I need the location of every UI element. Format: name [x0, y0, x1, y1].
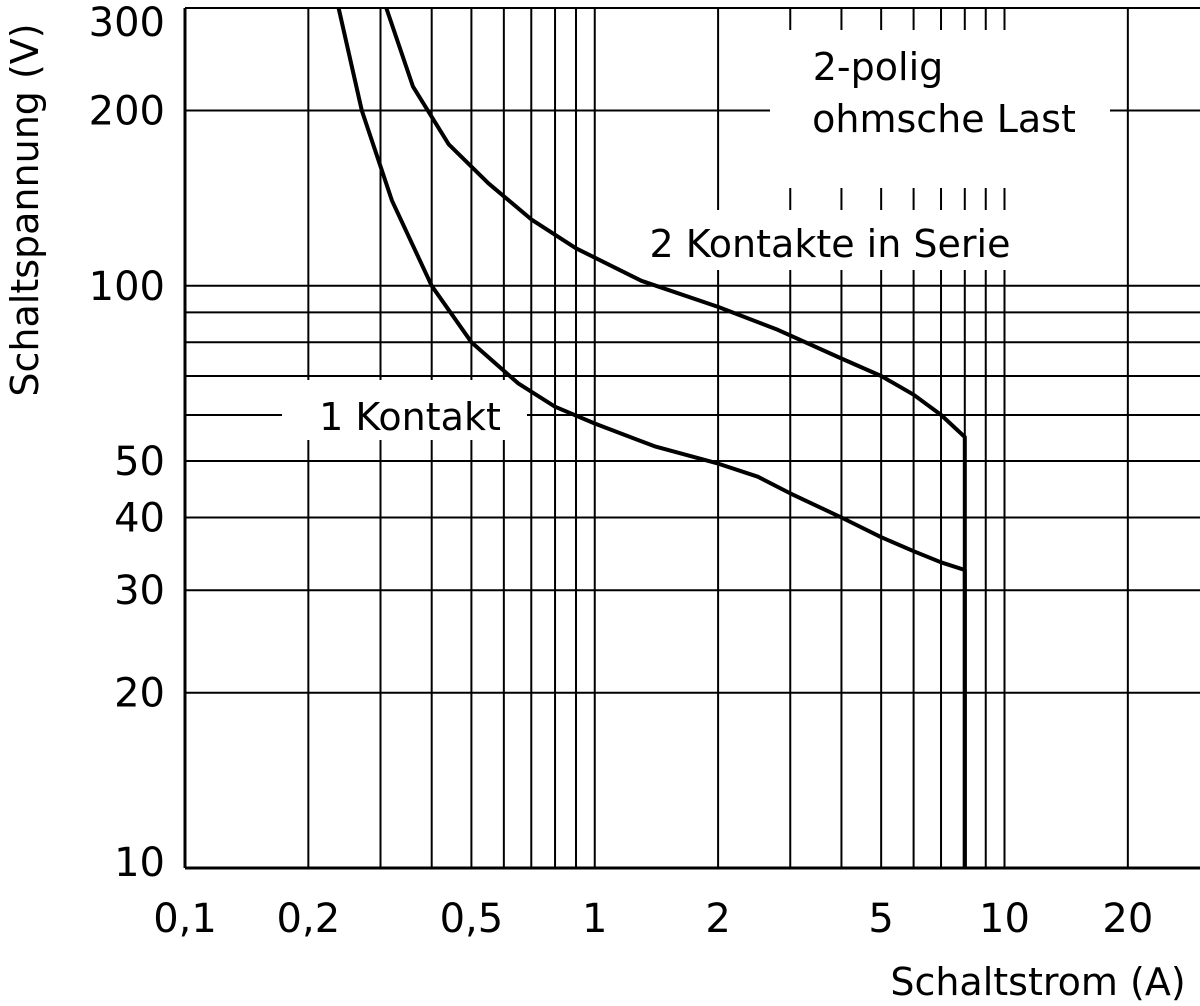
y-tick-label: 200 [89, 89, 165, 135]
x-axis-label: Schaltstrom (A) [890, 960, 1185, 1004]
y-tick-label: 50 [114, 439, 165, 485]
y-tick-labels: 10 20 30 40 50 100 200 300 [89, 0, 165, 886]
series-line-2-kontakte [384, 7, 967, 868]
y-tick-label: 30 [114, 568, 165, 614]
y-tick-label: 40 [114, 495, 165, 541]
x-tick-label: 0,5 [440, 896, 504, 942]
x-tick-label: 10 [979, 896, 1030, 942]
x-tick-label: 0,2 [277, 896, 341, 942]
axes [183, 8, 1200, 870]
x-tick-label: 0,1 [153, 896, 217, 942]
x-tick-label: 5 [868, 896, 893, 942]
x-tick-label: 20 [1102, 896, 1153, 942]
series-group [336, 7, 967, 868]
annotation-1-kontakt: 1 Kontakt [319, 395, 501, 439]
x-tick-label: 2 [705, 896, 730, 942]
annotation-mask [624, 210, 1032, 270]
y-tick-label: 20 [114, 671, 165, 717]
x-tick-labels: 0,1 0,2 0,5 1 2 5 10 20 [153, 896, 1153, 942]
annotation-mask [282, 380, 527, 440]
y-axis-label: Schaltspannung (V) [3, 23, 47, 396]
annotation-2-polig: 2-polig [813, 45, 944, 89]
y-tick-label: 300 [89, 0, 165, 46]
annotation-2-kontakte-in-serie: 2 Kontakte in Serie [650, 222, 1011, 266]
y-tick-label: 10 [114, 840, 165, 886]
y-tick-label: 100 [89, 264, 165, 310]
annotation-ohmsche-last: ohmsche Last [812, 97, 1076, 141]
x-tick-label: 1 [582, 896, 607, 942]
annotation-mask [770, 30, 1110, 188]
label-masks [282, 30, 1110, 440]
series-line-1-kontakt [336, 7, 967, 868]
